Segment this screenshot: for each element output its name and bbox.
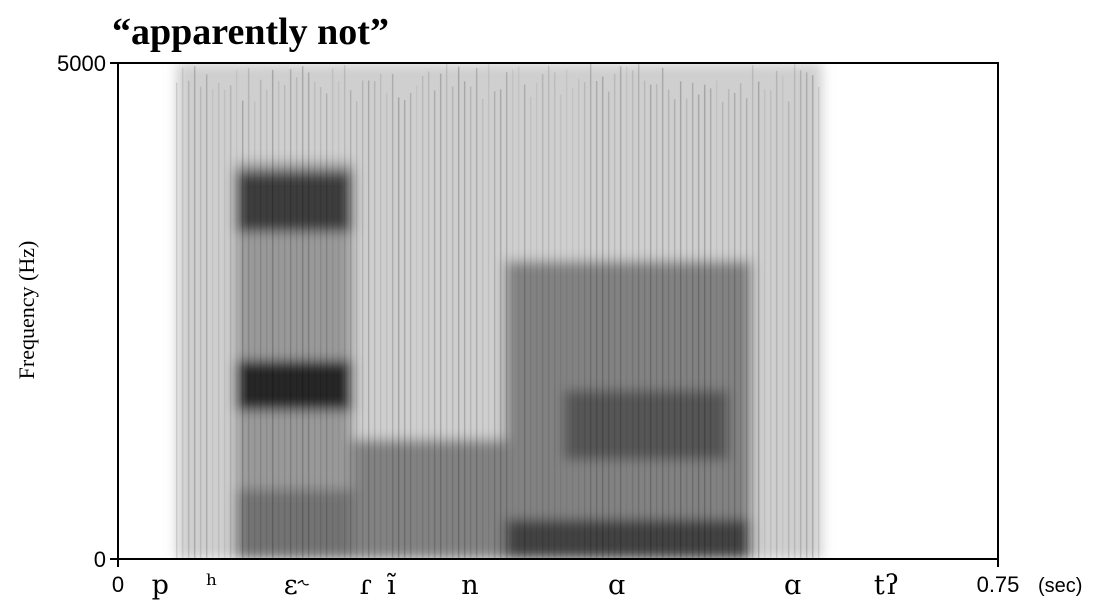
energy-layer	[176, 63, 822, 559]
x-ticks: 0 0.75	[112, 559, 1020, 597]
plot-area	[117, 62, 999, 560]
segment-label: ɑ	[784, 570, 801, 601]
y-tick-label: 5000	[57, 51, 106, 76]
x-unit-label: (sec)	[1038, 575, 1082, 597]
y-axis-label: Frequency (Hz)	[14, 241, 39, 380]
segment-label: ɑ	[608, 570, 625, 601]
energy-region-5	[352, 439, 506, 559]
plot-frame	[117, 62, 999, 560]
segment-label: p	[152, 570, 169, 601]
x-tick-label: 0.75	[977, 572, 1020, 597]
segment-label: n	[461, 570, 478, 601]
energy-region-6	[505, 519, 752, 559]
energy-region-8	[563, 390, 729, 460]
segment-label: ɾ	[359, 570, 371, 601]
y-tick-label: 0	[94, 547, 106, 572]
energy-region-3	[235, 360, 353, 411]
segment-labels: p ʰ ɛ˞ ɾ ĩ n ɑ ɑ tʔ	[152, 570, 900, 601]
segment-label: ʰ	[206, 570, 218, 601]
segment-label: tʔ	[874, 570, 899, 601]
striation-layer	[175, 63, 820, 559]
y-ticks: 0 5000	[57, 51, 118, 572]
segment-label: ɛ˞	[284, 570, 310, 601]
energy-region-2	[235, 172, 353, 232]
chart-title: “apparently not”	[112, 11, 389, 53]
energy-region-4	[235, 489, 353, 559]
segment-label: ĩ	[386, 570, 396, 601]
x-tick-label: 0	[112, 572, 124, 597]
